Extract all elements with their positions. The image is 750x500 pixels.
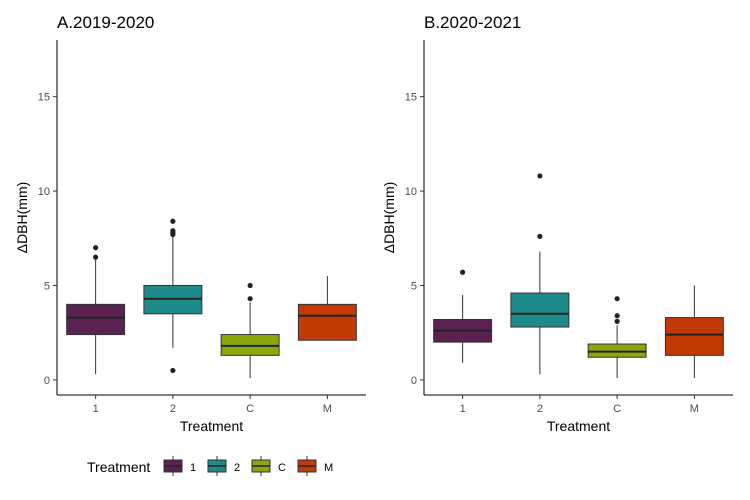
legend-title: Treatment — [87, 459, 150, 475]
boxplot-1 — [433, 269, 493, 363]
legend-label: C — [278, 462, 286, 474]
x-tick-label: C — [613, 403, 621, 415]
y-tick-label: 5 — [44, 280, 50, 292]
legend-item-C: C — [251, 456, 286, 476]
outlier-point — [93, 245, 99, 251]
legend-item-2: 2 — [207, 456, 240, 476]
y-axis-title: ΔDBH(mm) — [381, 182, 397, 254]
outlier-point — [614, 318, 620, 324]
chart-panel-b: B.2020-2021 0 5 10 15 1 2 C M Treatment ΔDBH(mm) — [381, 13, 733, 434]
y-tick-label: 10 — [405, 186, 417, 198]
y-tick-label: 10 — [38, 186, 50, 198]
outlier-point — [537, 233, 543, 239]
y-tick-label: 5 — [411, 280, 417, 292]
outlier-point — [247, 296, 253, 302]
outlier-point — [247, 282, 253, 289]
x-tick-label: 1 — [93, 403, 99, 415]
outlier-point — [170, 367, 176, 374]
chart-panel-a: A.2019-2020 0 5 10 15 1 2 C M Treatment ΔDBH(mm) — [14, 13, 366, 434]
legend: Treatment 1 2 C M — [87, 456, 333, 476]
box-iqr — [510, 292, 570, 328]
legend-item-M: M — [297, 456, 333, 476]
legend-label: M — [324, 462, 333, 474]
x-tick-label: 2 — [537, 403, 543, 415]
x-axis-title: Treatment — [547, 418, 610, 434]
x-tick-label: M — [323, 403, 332, 415]
box-iqr — [664, 317, 724, 356]
outlier-point — [93, 254, 99, 260]
legend-label: 1 — [190, 462, 196, 474]
chart-title: B.2020-2021 — [424, 13, 521, 32]
y-tick-label: 15 — [405, 92, 417, 104]
boxplot-C — [220, 282, 280, 379]
outlier-point — [537, 173, 543, 179]
boxplot-C — [587, 296, 647, 379]
x-tick-label: M — [690, 403, 699, 415]
legend-item-1: 1 — [163, 456, 196, 476]
box-iqr — [297, 303, 357, 341]
boxplot-2 — [143, 218, 203, 374]
y-axis-title: ΔDBH(mm) — [14, 182, 30, 254]
outlier-point — [170, 228, 176, 234]
chart-title: A.2019-2020 — [57, 13, 154, 32]
outlier-point — [614, 296, 620, 302]
y-tick-label: 0 — [411, 375, 417, 387]
boxplot-M — [297, 276, 357, 341]
x-tick-label: C — [246, 403, 254, 415]
legend-label: 2 — [234, 462, 240, 474]
outlier-point — [614, 313, 620, 319]
boxplot-1 — [66, 245, 126, 375]
outlier-point — [170, 218, 176, 224]
x-tick-label: 1 — [460, 403, 466, 415]
boxplot-M — [664, 285, 724, 379]
x-tick-label: 2 — [170, 403, 176, 415]
boxplot-2 — [510, 173, 570, 375]
outlier-point — [460, 269, 466, 275]
y-tick-label: 15 — [38, 92, 50, 104]
y-tick-label: 0 — [44, 375, 50, 387]
x-axis-title: Treatment — [180, 418, 243, 434]
box-iqr — [66, 303, 126, 336]
